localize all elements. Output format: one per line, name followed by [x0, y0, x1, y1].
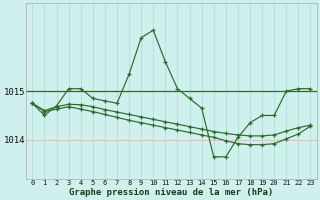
X-axis label: Graphe pression niveau de la mer (hPa): Graphe pression niveau de la mer (hPa) — [69, 188, 274, 197]
